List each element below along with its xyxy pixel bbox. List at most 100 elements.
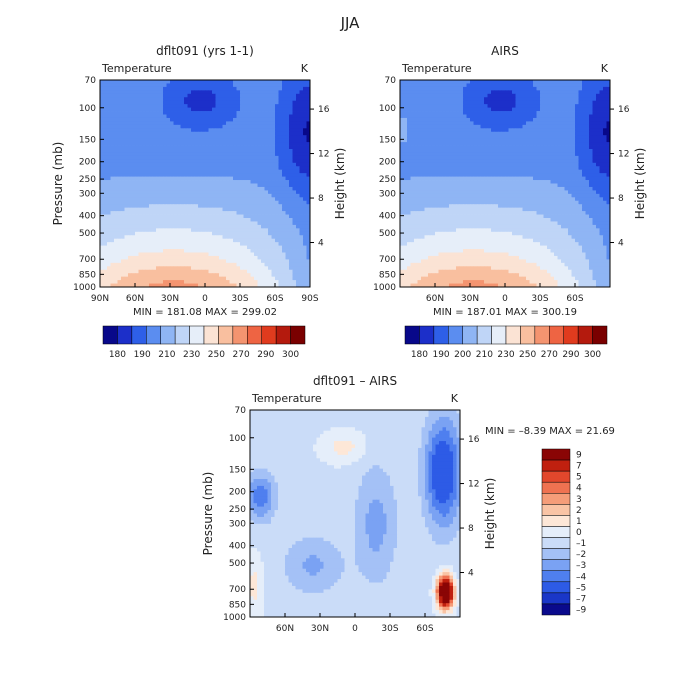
contour-cell xyxy=(180,231,185,236)
contour-cell xyxy=(236,93,241,98)
contour-cell xyxy=(512,97,516,102)
contour-cell xyxy=(110,83,115,88)
contour-cell xyxy=(233,235,237,240)
contour-cell xyxy=(501,128,506,133)
contour-cell xyxy=(306,121,311,126)
contour-cell xyxy=(487,104,492,108)
contour-cell xyxy=(421,97,425,102)
contour-cell xyxy=(526,90,530,95)
contour-cell xyxy=(257,97,262,102)
contour-cell xyxy=(163,186,167,191)
contour-cell xyxy=(407,114,411,119)
contour-cell xyxy=(208,155,213,160)
contour-cell xyxy=(505,86,509,91)
contour-cell xyxy=(117,100,122,105)
contour-cell xyxy=(261,114,265,119)
contour-cell xyxy=(187,117,192,122)
contour-cell xyxy=(271,245,276,250)
contour-cell xyxy=(414,149,418,153)
contour-cell xyxy=(526,131,530,136)
contour-cell xyxy=(547,128,551,133)
contour-cell xyxy=(149,138,153,143)
contour-cell xyxy=(156,100,160,105)
contour-cell xyxy=(417,90,422,95)
contour-cell xyxy=(142,159,146,164)
contour-cell xyxy=(264,238,269,243)
contour-cell xyxy=(124,218,129,222)
contour-cell xyxy=(103,107,108,112)
contour-cell xyxy=(243,273,248,278)
contour-cell xyxy=(114,266,118,271)
contour-cell xyxy=(194,186,199,191)
contour-cell xyxy=(306,249,311,253)
contour-cell xyxy=(407,138,411,143)
contour-cell xyxy=(414,114,418,119)
contour-cell xyxy=(463,104,467,108)
contour-cell xyxy=(491,142,495,146)
contour-cell xyxy=(285,197,290,202)
contour-cell xyxy=(494,117,499,122)
contour-cell xyxy=(250,197,255,202)
contour-cell xyxy=(285,124,290,129)
contour-cell xyxy=(299,176,304,181)
contour-cell xyxy=(107,111,111,115)
contour-cell xyxy=(103,93,108,98)
contour-cell xyxy=(296,207,300,212)
contour-cell xyxy=(463,124,467,129)
contour-cell xyxy=(142,100,146,105)
contour-cell xyxy=(407,80,411,84)
contour-cell xyxy=(296,100,300,105)
contour-cell xyxy=(138,152,143,157)
contour-cell xyxy=(138,193,143,198)
contour-cell xyxy=(261,238,265,243)
contour-cell xyxy=(289,280,293,284)
contour-cell xyxy=(477,111,481,115)
contour-cell xyxy=(131,124,136,129)
contour-cell xyxy=(236,190,241,195)
contour-cell xyxy=(233,276,237,281)
contour-cell xyxy=(589,80,593,84)
contour-cell xyxy=(131,259,136,264)
contour-cell xyxy=(142,245,146,250)
contour-cell xyxy=(424,124,429,129)
contour-cell xyxy=(240,238,244,243)
contour-cell xyxy=(121,159,125,164)
contour-cell xyxy=(128,131,132,136)
contour-cell xyxy=(268,124,272,129)
contour-cell xyxy=(243,207,248,212)
contour-cell xyxy=(170,128,174,133)
contour-cell xyxy=(215,283,220,288)
contour-cell xyxy=(194,200,199,205)
contour-cell xyxy=(522,142,527,146)
contour-cell xyxy=(138,197,143,202)
contour-cell xyxy=(180,138,185,143)
contour-cell xyxy=(289,162,293,167)
contour-cell xyxy=(501,149,506,153)
contour-cell xyxy=(212,269,216,274)
contour-cell xyxy=(505,104,509,108)
contour-cell xyxy=(289,218,293,222)
contour-cell xyxy=(261,80,265,84)
contour-cell xyxy=(114,155,118,160)
contour-cell xyxy=(564,142,569,146)
contour-cell xyxy=(243,124,248,129)
contour-cell xyxy=(442,107,446,112)
contour-cell xyxy=(166,169,171,174)
contour-cell xyxy=(222,218,227,222)
contour-cell xyxy=(163,114,167,119)
contour-cell xyxy=(296,200,300,205)
contour-cell xyxy=(264,114,269,119)
contour-cell xyxy=(480,107,485,112)
contour-cell xyxy=(180,249,185,253)
contour-cell xyxy=(191,124,195,129)
contour-cell xyxy=(240,162,244,167)
contour-cell xyxy=(463,142,467,146)
contour-cell xyxy=(508,100,513,105)
contour-cell xyxy=(135,235,139,240)
contour-cell xyxy=(222,193,227,198)
colorbar-box xyxy=(290,325,306,345)
contour-cell xyxy=(449,97,453,102)
contour-cell xyxy=(278,90,283,95)
contour-cell xyxy=(149,180,153,184)
contour-cell xyxy=(410,138,415,143)
